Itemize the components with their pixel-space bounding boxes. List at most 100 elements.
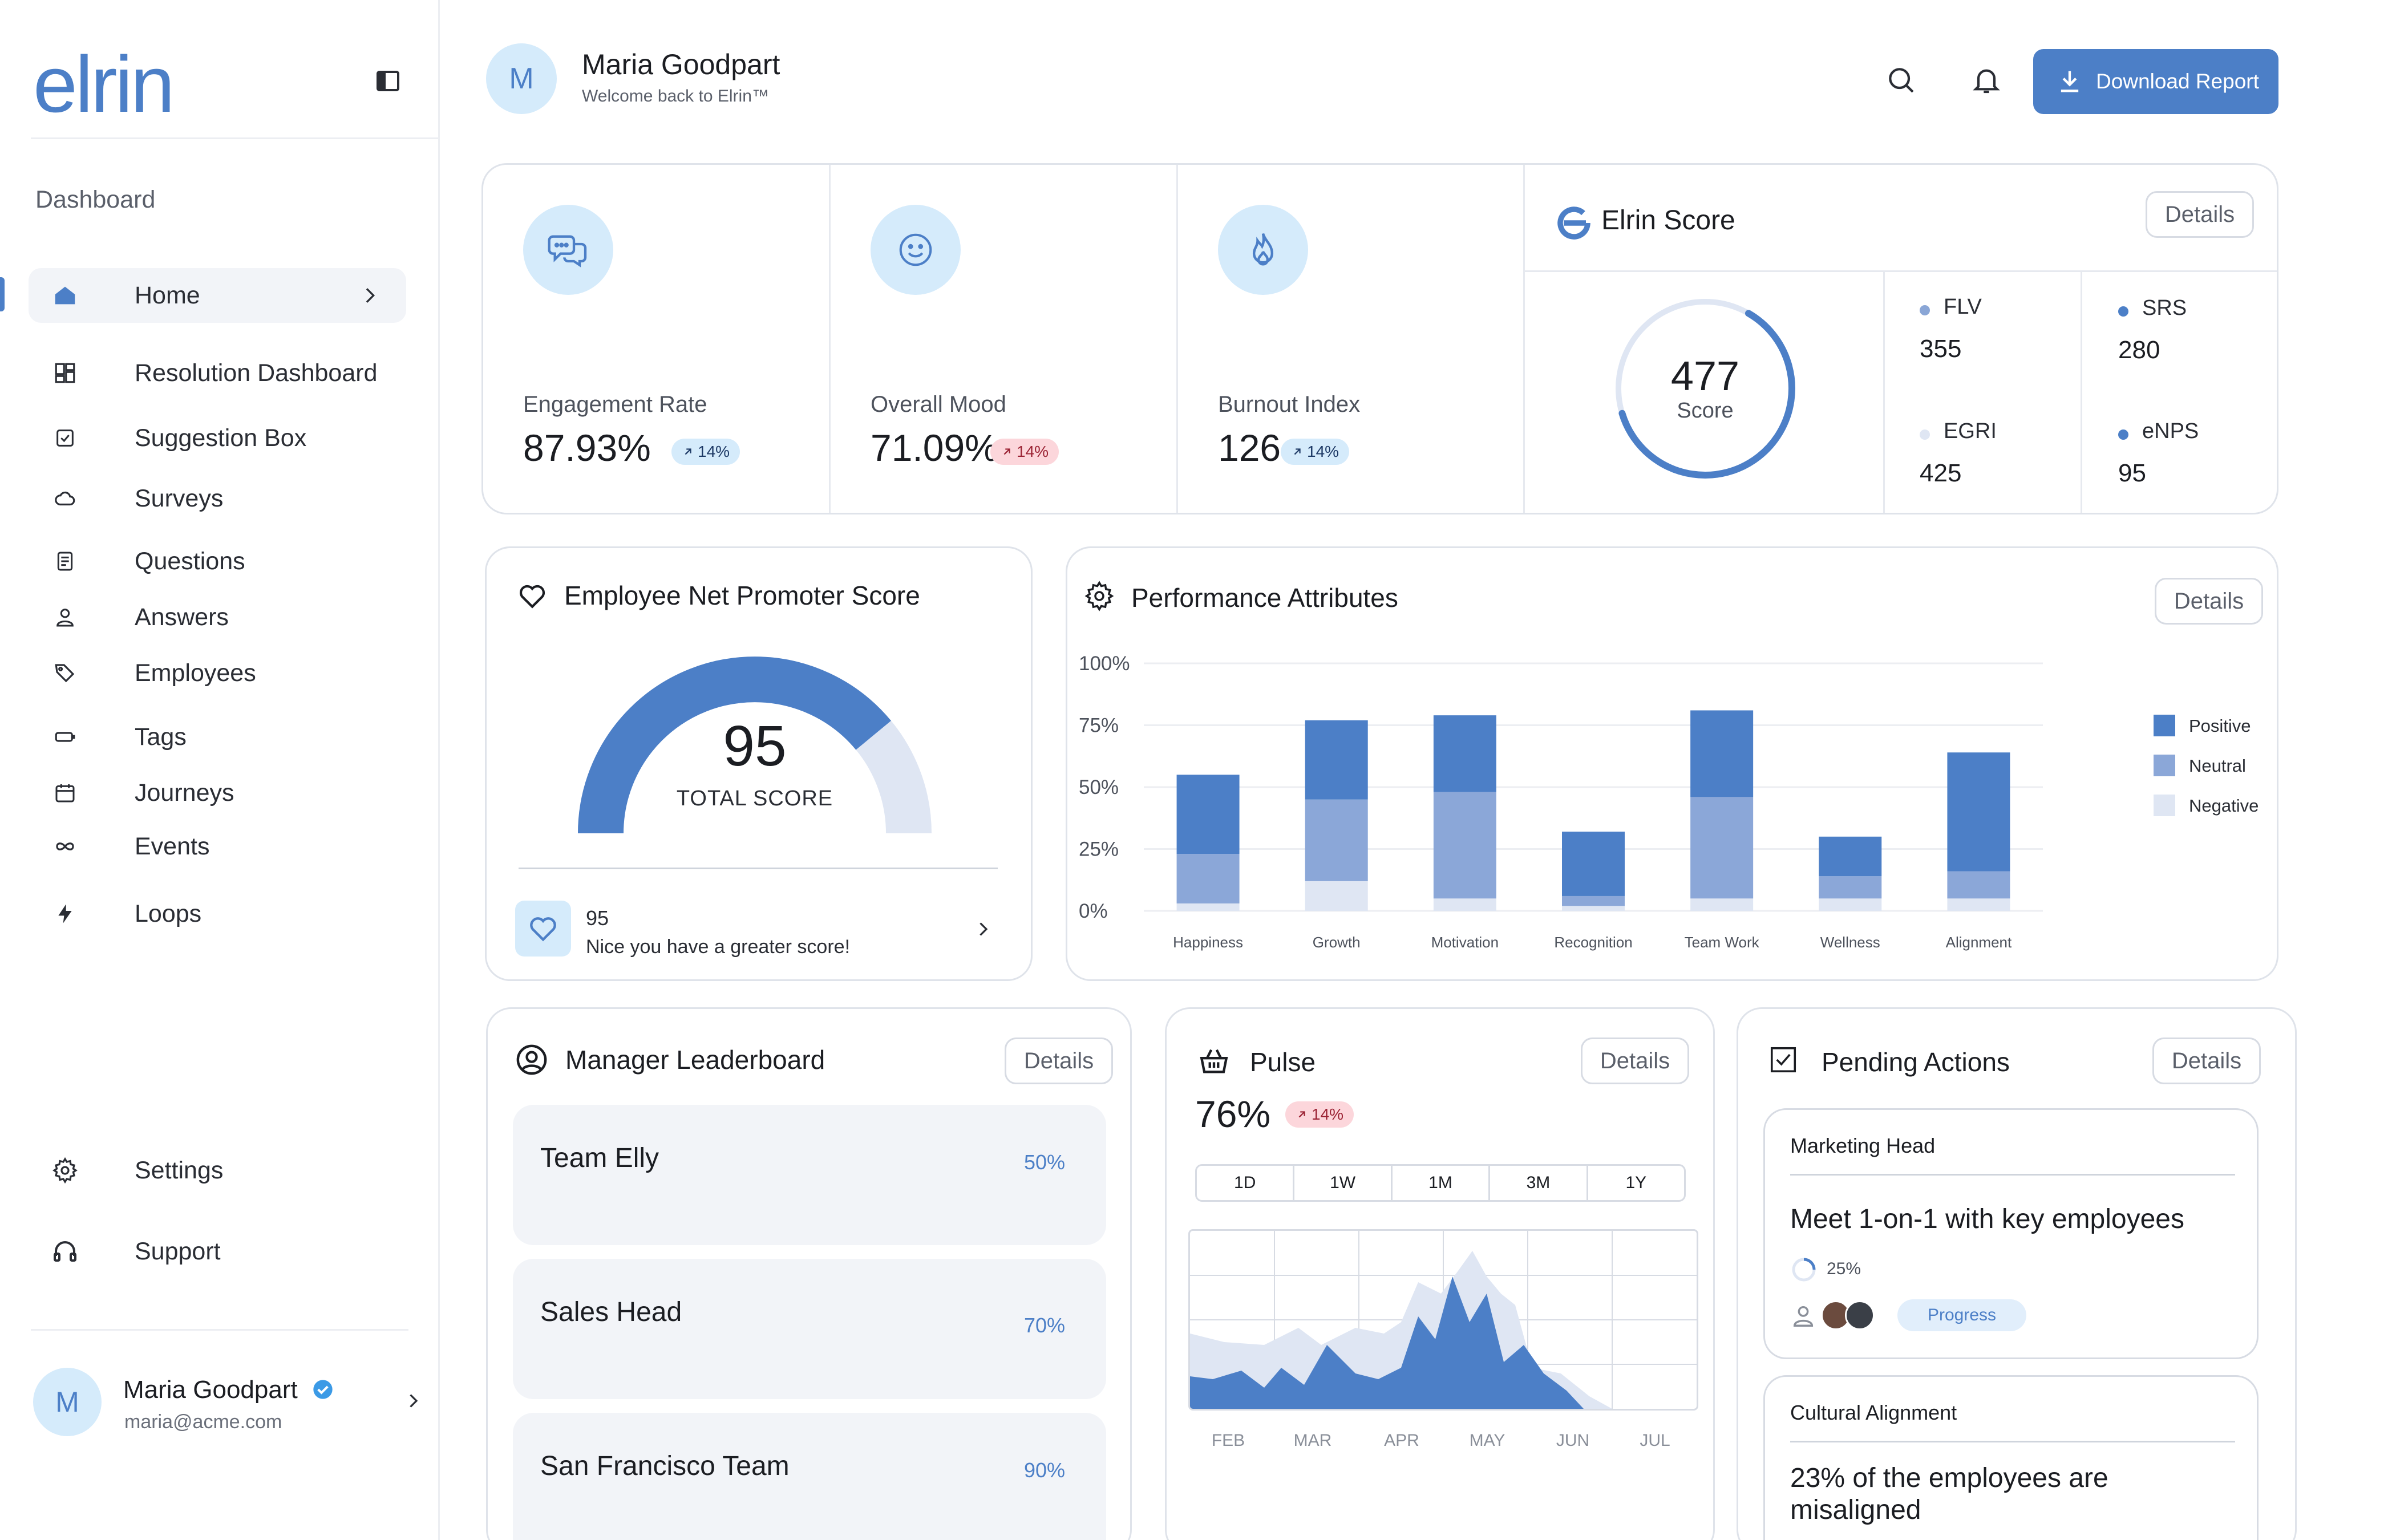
sidebar-item-resolution-dashboard[interactable]: Resolution Dashboard [29, 346, 406, 400]
team-percent: 90% [1023, 1458, 1065, 1482]
sidebar-divider [31, 137, 439, 139]
sidebar-item-loops[interactable]: Loops [29, 886, 406, 941]
sidebar-item-answers[interactable]: Answers [29, 590, 406, 645]
leaderboard-details-button[interactable]: Details [1005, 1038, 1113, 1084]
range-1d[interactable]: 1D [1197, 1166, 1295, 1200]
range-3m[interactable]: 3M [1490, 1166, 1588, 1200]
elrin-score-title: Elrin Score [1601, 205, 1735, 236]
user-circle-icon [515, 1043, 548, 1076]
bar-segment-positive [1947, 752, 2010, 872]
kpi-divider [1176, 165, 1178, 513]
bar-segment-positive [1433, 715, 1496, 792]
search-icon[interactable] [1885, 64, 1919, 98]
pending-actions-title: Pending Actions [1822, 1047, 2010, 1077]
legend-label: Negative [2189, 796, 2259, 816]
enps-message: Nice you have a greater score! [586, 936, 851, 958]
sidebar-collapse-icon[interactable] [374, 67, 402, 95]
kpi-engagement-rate[interactable]: Engagement Rate 87.93% 14% [483, 165, 829, 513]
sidebar-item-employees[interactable]: Employees [29, 646, 406, 700]
heart-icon [515, 901, 571, 957]
range-1y[interactable]: 1Y [1625, 1173, 1647, 1192]
score-item-value: 280 [2118, 336, 2160, 364]
header-avatar[interactable]: M [486, 43, 557, 114]
sidebar-item-home[interactable]: Home [29, 268, 406, 323]
sidebar-item-settings[interactable]: Settings [29, 1143, 406, 1198]
range-1m[interactable]: 1M [1393, 1166, 1491, 1200]
sidebar-item-journeys[interactable]: Journeys [29, 765, 406, 820]
kpi-overall-mood[interactable]: Overall Mood 71.09% 14% [831, 165, 1176, 513]
gear-icon [51, 1157, 79, 1184]
sidebar-item-label: Resolution Dashboard [135, 359, 378, 387]
team-name: San Francisco Team [540, 1451, 790, 1481]
leaderboard-row[interactable]: San Francisco Team 90% [513, 1413, 1106, 1540]
task-card[interactable]: Cultural Alignment 23% of the employees … [1763, 1375, 2259, 1540]
sidebar-item-support[interactable]: Support [29, 1224, 406, 1279]
elrin-score-value: 477 [1670, 354, 1740, 399]
sidebar-item-tags[interactable]: Tags [29, 710, 406, 764]
card-divider [519, 868, 998, 869]
legend-label: Neutral [2189, 756, 2246, 776]
infinity-icon [51, 833, 79, 860]
pending-actions-card: Pending Actions Details Marketing Head M… [1737, 1007, 2297, 1540]
legend-dot [1920, 305, 1930, 315]
range-1w[interactable]: 1W [1294, 1166, 1393, 1200]
task-body: Meet 1-on-1 with key employees [1790, 1204, 2184, 1234]
elrin-logo[interactable]: elrin [33, 39, 175, 129]
bar-segment-positive [1562, 832, 1625, 896]
x-tick-label: Recognition [1554, 934, 1632, 951]
dashboard-grid-icon [51, 359, 79, 387]
pulse-area-chart [1188, 1229, 1698, 1411]
score-item-value: 425 [1920, 459, 1962, 487]
elrin-score-details-button[interactable]: Details [2146, 191, 2254, 238]
download-report-label: Download Report [2096, 70, 2259, 93]
leaderboard-row[interactable]: Sales Head 70% [513, 1259, 1106, 1399]
trend-value: 14% [1307, 443, 1339, 460]
leaderboard-title: Manager Leaderboard [565, 1045, 825, 1075]
pending-details-button[interactable]: Details [2152, 1038, 2261, 1084]
download-report-button[interactable]: Download Report [2033, 49, 2278, 114]
kpi-burnout-index[interactable]: Burnout Index 126 14% [1178, 165, 1524, 513]
progress-chip[interactable]: Progress [1897, 1299, 2026, 1331]
sidebar-divider [31, 1329, 408, 1331]
bar-segment-negative [1562, 906, 1625, 911]
arrow-up-right-icon [1003, 448, 1010, 455]
team-name: Team Elly [540, 1143, 659, 1173]
y-tick-label: 25% [1079, 838, 1119, 861]
task-title: Marketing Head [1790, 1134, 1936, 1157]
legend-dot [2118, 429, 2128, 440]
leaderboard-row[interactable]: Team Elly 50% [513, 1105, 1106, 1245]
arrow-up-right-icon [1294, 448, 1301, 455]
performance-bar-chart: 100% 75% 50% 25% 0% Happiness Growth Motivation… [1079, 653, 2259, 951]
y-tick-label: 50% [1079, 776, 1119, 799]
sidebar-item-label: Journeys [135, 779, 234, 807]
enps-gauge [578, 656, 932, 834]
arrow-up-right-icon [1298, 1111, 1305, 1118]
enps-message-value: 95 [586, 906, 609, 930]
sidebar-item-questions[interactable]: Questions [29, 534, 406, 589]
chevron-right-icon [358, 284, 381, 307]
active-indicator [0, 277, 5, 311]
sidebar-item-events[interactable]: Events [29, 819, 406, 874]
task-card[interactable]: Marketing Head Meet 1-on-1 with key empl… [1763, 1108, 2259, 1359]
pulse-value: 76% [1195, 1093, 1271, 1135]
manager-leaderboard-card: Manager Leaderboard Details Team Elly 50… [486, 1007, 1132, 1540]
sidebar-item-label: Events [135, 832, 210, 860]
sidebar-item-surveys[interactable]: Surveys [29, 471, 406, 526]
task-progress-value: 25% [1827, 1259, 1861, 1278]
sidebar-profile[interactable]: M Maria Goodpart maria@acme.com [33, 1364, 418, 1438]
bar-segment-positive [1819, 836, 1882, 877]
bell-icon[interactable] [1970, 64, 2005, 98]
sidebar-item-suggestion-box[interactable]: Suggestion Box [29, 411, 406, 465]
month-label: JUN [1556, 1431, 1590, 1450]
pulse-details-button[interactable]: Details [1581, 1038, 1689, 1084]
chevron-right-icon[interactable] [973, 919, 993, 939]
x-tick-label: Motivation [1431, 934, 1499, 951]
y-tick-label: 0% [1079, 900, 1108, 922]
bar-segment-negative [1305, 881, 1368, 911]
bar-segment-negative [1819, 898, 1882, 911]
progress-ring-icon [1792, 1258, 1816, 1282]
sidebar-item-label: Suggestion Box [135, 424, 307, 452]
performance-details-button[interactable]: Details [2155, 578, 2263, 625]
sidebar-section-label: Dashboard [35, 186, 156, 213]
legend-dot [2118, 306, 2128, 317]
